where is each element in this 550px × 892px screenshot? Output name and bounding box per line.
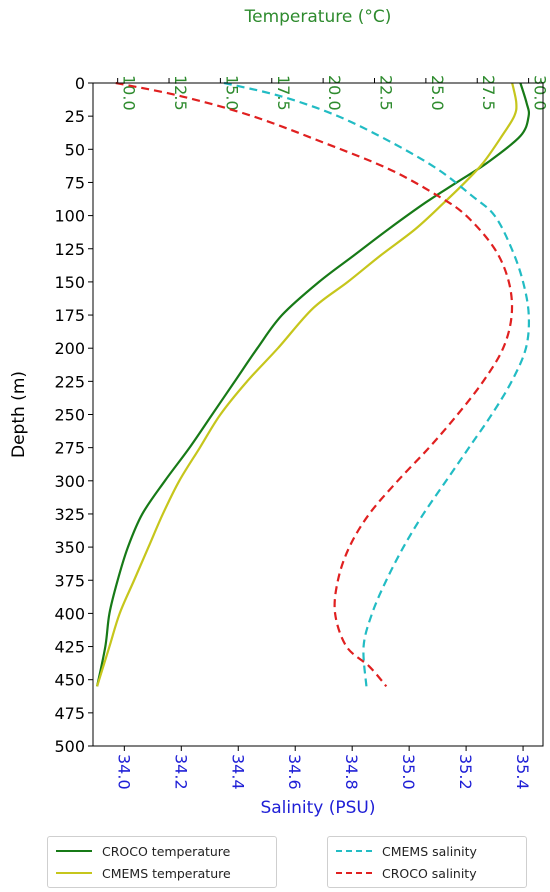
salinity-tick-label: 35.2 [456, 754, 475, 790]
salinity-tick-label: 34.6 [285, 754, 304, 790]
legend-entry-cmems-salinity: CMEMS salinity [336, 840, 477, 862]
legend-label-cmems-salinity: CMEMS salinity [382, 843, 477, 859]
legend-salinity: CMEMS salinity CROCO salinity [327, 836, 527, 888]
temperature-tick-label: 12.5 [171, 75, 190, 111]
depth-tick-label: 75 [65, 173, 85, 192]
legend-label-croco-temperature: CROCO temperature [102, 843, 231, 859]
depth-tick-label: 150 [54, 273, 85, 292]
depth-tick-label: 0 [75, 74, 85, 93]
depth-tick-label: 350 [54, 538, 85, 557]
depth-tick-label: 25 [65, 107, 85, 126]
salinity-tick-label: 35.0 [399, 754, 418, 790]
legend-entry-croco-temperature: CROCO temperature [56, 840, 230, 862]
legend-swatch-cmems-temperature [56, 872, 92, 874]
temperature-tick-label: 10.0 [120, 75, 139, 111]
temperature-tick-label: 27.5 [479, 75, 498, 111]
legend-entry-cmems-temperature: CMEMS temperature [56, 862, 231, 884]
temperature-tick-label: 20.0 [325, 75, 344, 111]
depth-tick-label: 425 [54, 638, 85, 657]
depth-tick-label: 325 [54, 505, 85, 524]
temperature-tick-label: 22.5 [377, 75, 396, 111]
depth-tick-label: 275 [54, 439, 85, 458]
salinity-tick-label: 35.4 [513, 754, 532, 790]
depth-tick-label: 125 [54, 240, 85, 259]
depth-tick-label: 175 [54, 306, 85, 325]
depth-tick-label: 400 [54, 604, 85, 623]
salinity-axis-title: Salinity (PSU) [260, 798, 375, 818]
temperature-tick-label: 25.0 [428, 75, 447, 111]
salinity-tick-label: 34.2 [171, 754, 190, 790]
legend-swatch-croco-salinity [336, 872, 372, 874]
legend-label-cmems-temperature: CMEMS temperature [102, 865, 231, 881]
legend-swatch-croco-temperature [56, 850, 92, 852]
salinity-tick-label: 34.8 [342, 754, 361, 790]
depth-tick-label: 250 [54, 406, 85, 425]
depth-tick-label: 375 [54, 571, 85, 590]
depth-tick-label: 500 [54, 737, 85, 756]
depth-tick-label: 100 [54, 207, 85, 226]
legend-temperature: CROCO temperature CMEMS temperature [47, 836, 277, 888]
temperature-tick-label: 15.0 [222, 75, 241, 111]
depth-tick-label: 50 [65, 140, 85, 159]
salinity-tick-label: 34.4 [228, 754, 247, 790]
legend-label-croco-salinity: CROCO salinity [382, 865, 477, 881]
salinity-tick-label: 34.0 [114, 754, 133, 790]
series-line-cmems-salinity [223, 81, 531, 687]
temperature-tick-label: 30.0 [531, 75, 550, 111]
legend-entry-croco-salinity: CROCO salinity [336, 862, 477, 884]
depth-tick-label: 475 [54, 704, 85, 723]
temperature-tick-label: 17.5 [274, 75, 293, 111]
temperature-axis-title: Temperature (°C) [244, 7, 392, 27]
series-line-croco-salinity [115, 81, 514, 688]
depth-tick-label: 450 [54, 671, 85, 690]
depth-tick-label: 225 [54, 372, 85, 391]
depth-tick-label: 300 [54, 472, 85, 491]
depth-axis-title: Depth (m) [9, 371, 29, 458]
series-line-cmems-temperature [96, 82, 518, 687]
plot-frame [92, 82, 544, 747]
legend-swatch-cmems-salinity [336, 850, 372, 852]
series-line-croco-temperature [96, 82, 531, 687]
depth-tick-label: 200 [54, 339, 85, 358]
